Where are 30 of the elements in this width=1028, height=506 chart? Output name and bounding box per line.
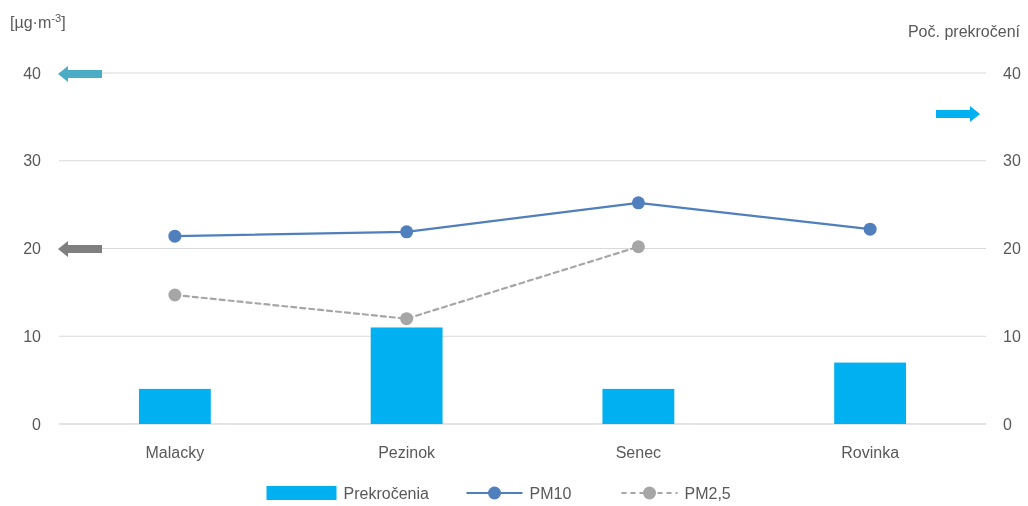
bar	[138, 388, 211, 424]
y2-tick-label: 0	[1003, 415, 1012, 433]
y-tick-label: 40	[23, 64, 42, 82]
point	[631, 196, 645, 210]
y2-tick-label: 30	[1003, 152, 1021, 170]
legend-label: Prekročenia	[343, 484, 429, 502]
y2-tick-label: 10	[1003, 327, 1021, 345]
x-tick-label: Rovinka	[841, 443, 900, 461]
y2-tick-label: 40	[1003, 64, 1021, 82]
x-tick-label: Malacky	[145, 443, 205, 461]
y-axis-title: [µg·m$^{-3}$]	[10, 12, 66, 31]
y-tick-label: 30	[23, 152, 42, 170]
point	[400, 225, 414, 239]
point	[400, 312, 414, 326]
point	[168, 229, 182, 243]
point	[168, 288, 182, 302]
point	[863, 222, 877, 236]
y-tick-label: 10	[23, 327, 42, 345]
point	[631, 240, 645, 254]
bar	[602, 388, 675, 424]
y2-axis-title: Poč. prekročení	[907, 23, 1021, 40]
bar	[834, 362, 907, 424]
x-tick-label: Senec	[615, 443, 662, 461]
x-tick-label: Pezinok	[378, 443, 437, 461]
bar	[370, 327, 443, 424]
legend-label: PM10	[529, 484, 572, 502]
legend-label: PM2,5	[684, 484, 731, 502]
y2-tick-label: 20	[1003, 240, 1021, 258]
y-tick-label: 0	[32, 415, 42, 433]
y-tick-label: 20	[23, 240, 42, 258]
